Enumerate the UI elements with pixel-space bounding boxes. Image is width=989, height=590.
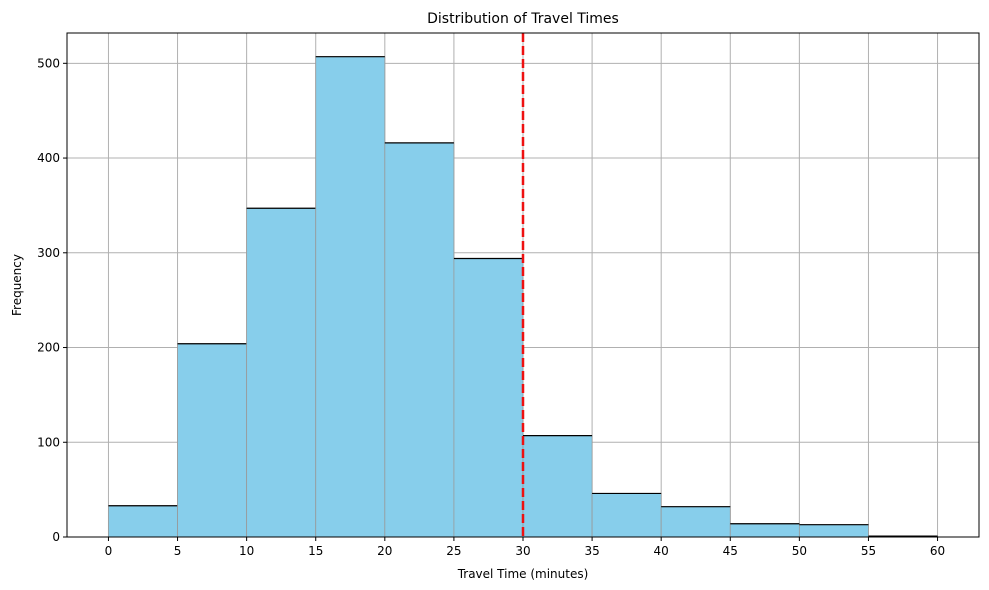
y-tick-label-3: 300 — [37, 246, 60, 260]
bar-fill — [246, 207, 317, 538]
y-axis-label: Frequency — [10, 254, 24, 316]
x-tick-label-2: 10 — [239, 544, 254, 558]
histogram-bar-7 — [591, 492, 662, 538]
x-tick-label-6: 30 — [515, 544, 530, 558]
bar-fill — [660, 506, 731, 538]
y-tick-label-4: 400 — [37, 151, 60, 165]
x-tick-label-8: 40 — [654, 544, 669, 558]
bar-fill — [522, 435, 593, 538]
x-tick-label-1: 5 — [174, 544, 182, 558]
x-axis-label: Travel Time (minutes) — [457, 567, 589, 581]
x-tick-label-12: 60 — [930, 544, 945, 558]
histogram-bar-1 — [177, 343, 248, 538]
histogram-bar-6 — [522, 435, 593, 538]
bar-fill — [108, 505, 178, 538]
histogram-bar-2 — [246, 207, 317, 538]
bar-fill — [384, 142, 455, 538]
x-tick-label-5: 25 — [446, 544, 461, 558]
histogram-bars — [108, 56, 938, 538]
histogram-bar-8 — [660, 506, 731, 538]
histogram-bar-0 — [108, 505, 178, 538]
y-tick-label-0: 0 — [52, 530, 60, 544]
y-tick-label-1: 100 — [37, 435, 60, 449]
y-axis-ticks: 0 100 200 300 400 500 — [37, 56, 67, 544]
x-tick-label-0: 0 — [105, 544, 113, 558]
bar-fill — [798, 524, 869, 538]
y-tick-label-2: 200 — [37, 341, 60, 355]
y-tick-label-5: 500 — [37, 56, 60, 70]
histogram-bar-9 — [729, 523, 800, 538]
histogram-bar-5 — [453, 257, 524, 538]
x-axis-ticks: 0 5 10 15 20 25 30 35 40 45 50 55 60 — [105, 537, 945, 558]
chart-title: Distribution of Travel Times — [427, 11, 619, 27]
x-tick-label-9: 45 — [723, 544, 738, 558]
bar-fill — [453, 258, 524, 538]
x-tick-label-10: 50 — [792, 544, 807, 558]
bar-fill — [591, 493, 662, 538]
x-tick-label-4: 20 — [377, 544, 392, 558]
x-tick-label-7: 35 — [584, 544, 599, 558]
histogram-bar-3 — [315, 56, 386, 538]
histogram-bar-10 — [798, 524, 869, 538]
bar-fill — [729, 523, 800, 538]
x-tick-label-11: 55 — [861, 544, 876, 558]
x-tick-label-3: 15 — [308, 544, 323, 558]
histogram-bar-4 — [384, 142, 455, 538]
bar-fill — [315, 56, 386, 538]
bar-fill — [177, 343, 248, 538]
